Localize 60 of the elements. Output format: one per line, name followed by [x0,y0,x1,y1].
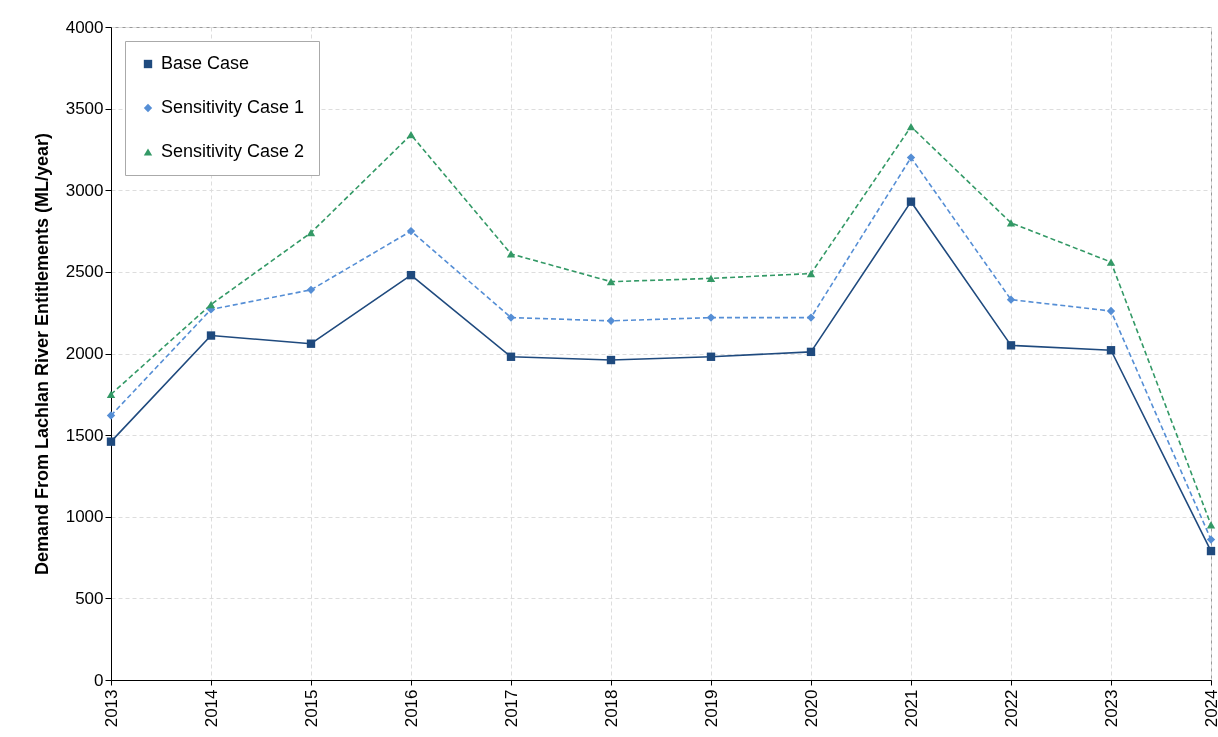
point [906,153,916,162]
y-tick-label: 1000 [65,507,104,527]
point [1006,341,1016,350]
point [1106,258,1116,266]
point [106,411,116,420]
x-tick-label: 2019 [701,689,721,728]
x-tick-label: 2016 [401,689,421,728]
y-tick-label: 500 [75,588,104,608]
point [406,131,416,139]
point [1206,521,1216,529]
y-tick-label: 4000 [65,17,104,37]
point [1206,546,1216,556]
point [106,390,116,398]
x-tick-label: 2015 [301,689,321,728]
point [1106,346,1116,355]
x-tick-label: 2020 [801,689,821,728]
y-tick-label: 3500 [65,99,104,119]
point [606,278,616,286]
point [806,313,816,322]
x-tick-label: 2023 [1101,689,1121,728]
point [406,270,416,280]
x-tick-label: 2021 [901,689,921,728]
x-tick-label: 2017 [501,689,521,728]
point [306,285,316,295]
point [706,274,716,283]
point [506,313,516,322]
point [706,313,716,322]
point [506,250,516,258]
point [1106,306,1116,316]
y-axis-title: Demand From Lachlan River Entitlements (ML/year) [31,132,52,576]
y-tick-label: 2000 [65,344,104,363]
y-tick-label: 1500 [65,425,104,445]
x-tick-label: 2022 [1001,689,1021,728]
legend-label: Base Case [161,53,250,73]
point [206,300,216,309]
point [206,331,216,340]
point [106,437,116,446]
point [306,339,316,348]
point [1206,535,1216,544]
point [906,197,916,206]
point [606,355,616,365]
x-tick-label: 2024 [1201,689,1218,728]
y-tick-label: 0 [94,670,104,690]
point [1006,295,1016,304]
x-tick-label: 2018 [601,689,621,728]
point [706,352,716,361]
point [606,316,616,326]
point [506,352,516,361]
point [806,347,816,357]
legend-label: Sensitivity Case 2 [161,141,305,161]
x-tick-label: 2014 [201,689,221,728]
point [306,229,316,237]
point [406,226,416,236]
point [1006,219,1016,227]
x-tick-label: 2013 [101,689,121,728]
y-tick-label: 3000 [65,180,104,200]
legend-label: Sensitivity Case 1 [161,97,305,117]
point [906,122,916,131]
point [806,269,816,278]
y-tick-label: 2500 [65,262,104,282]
